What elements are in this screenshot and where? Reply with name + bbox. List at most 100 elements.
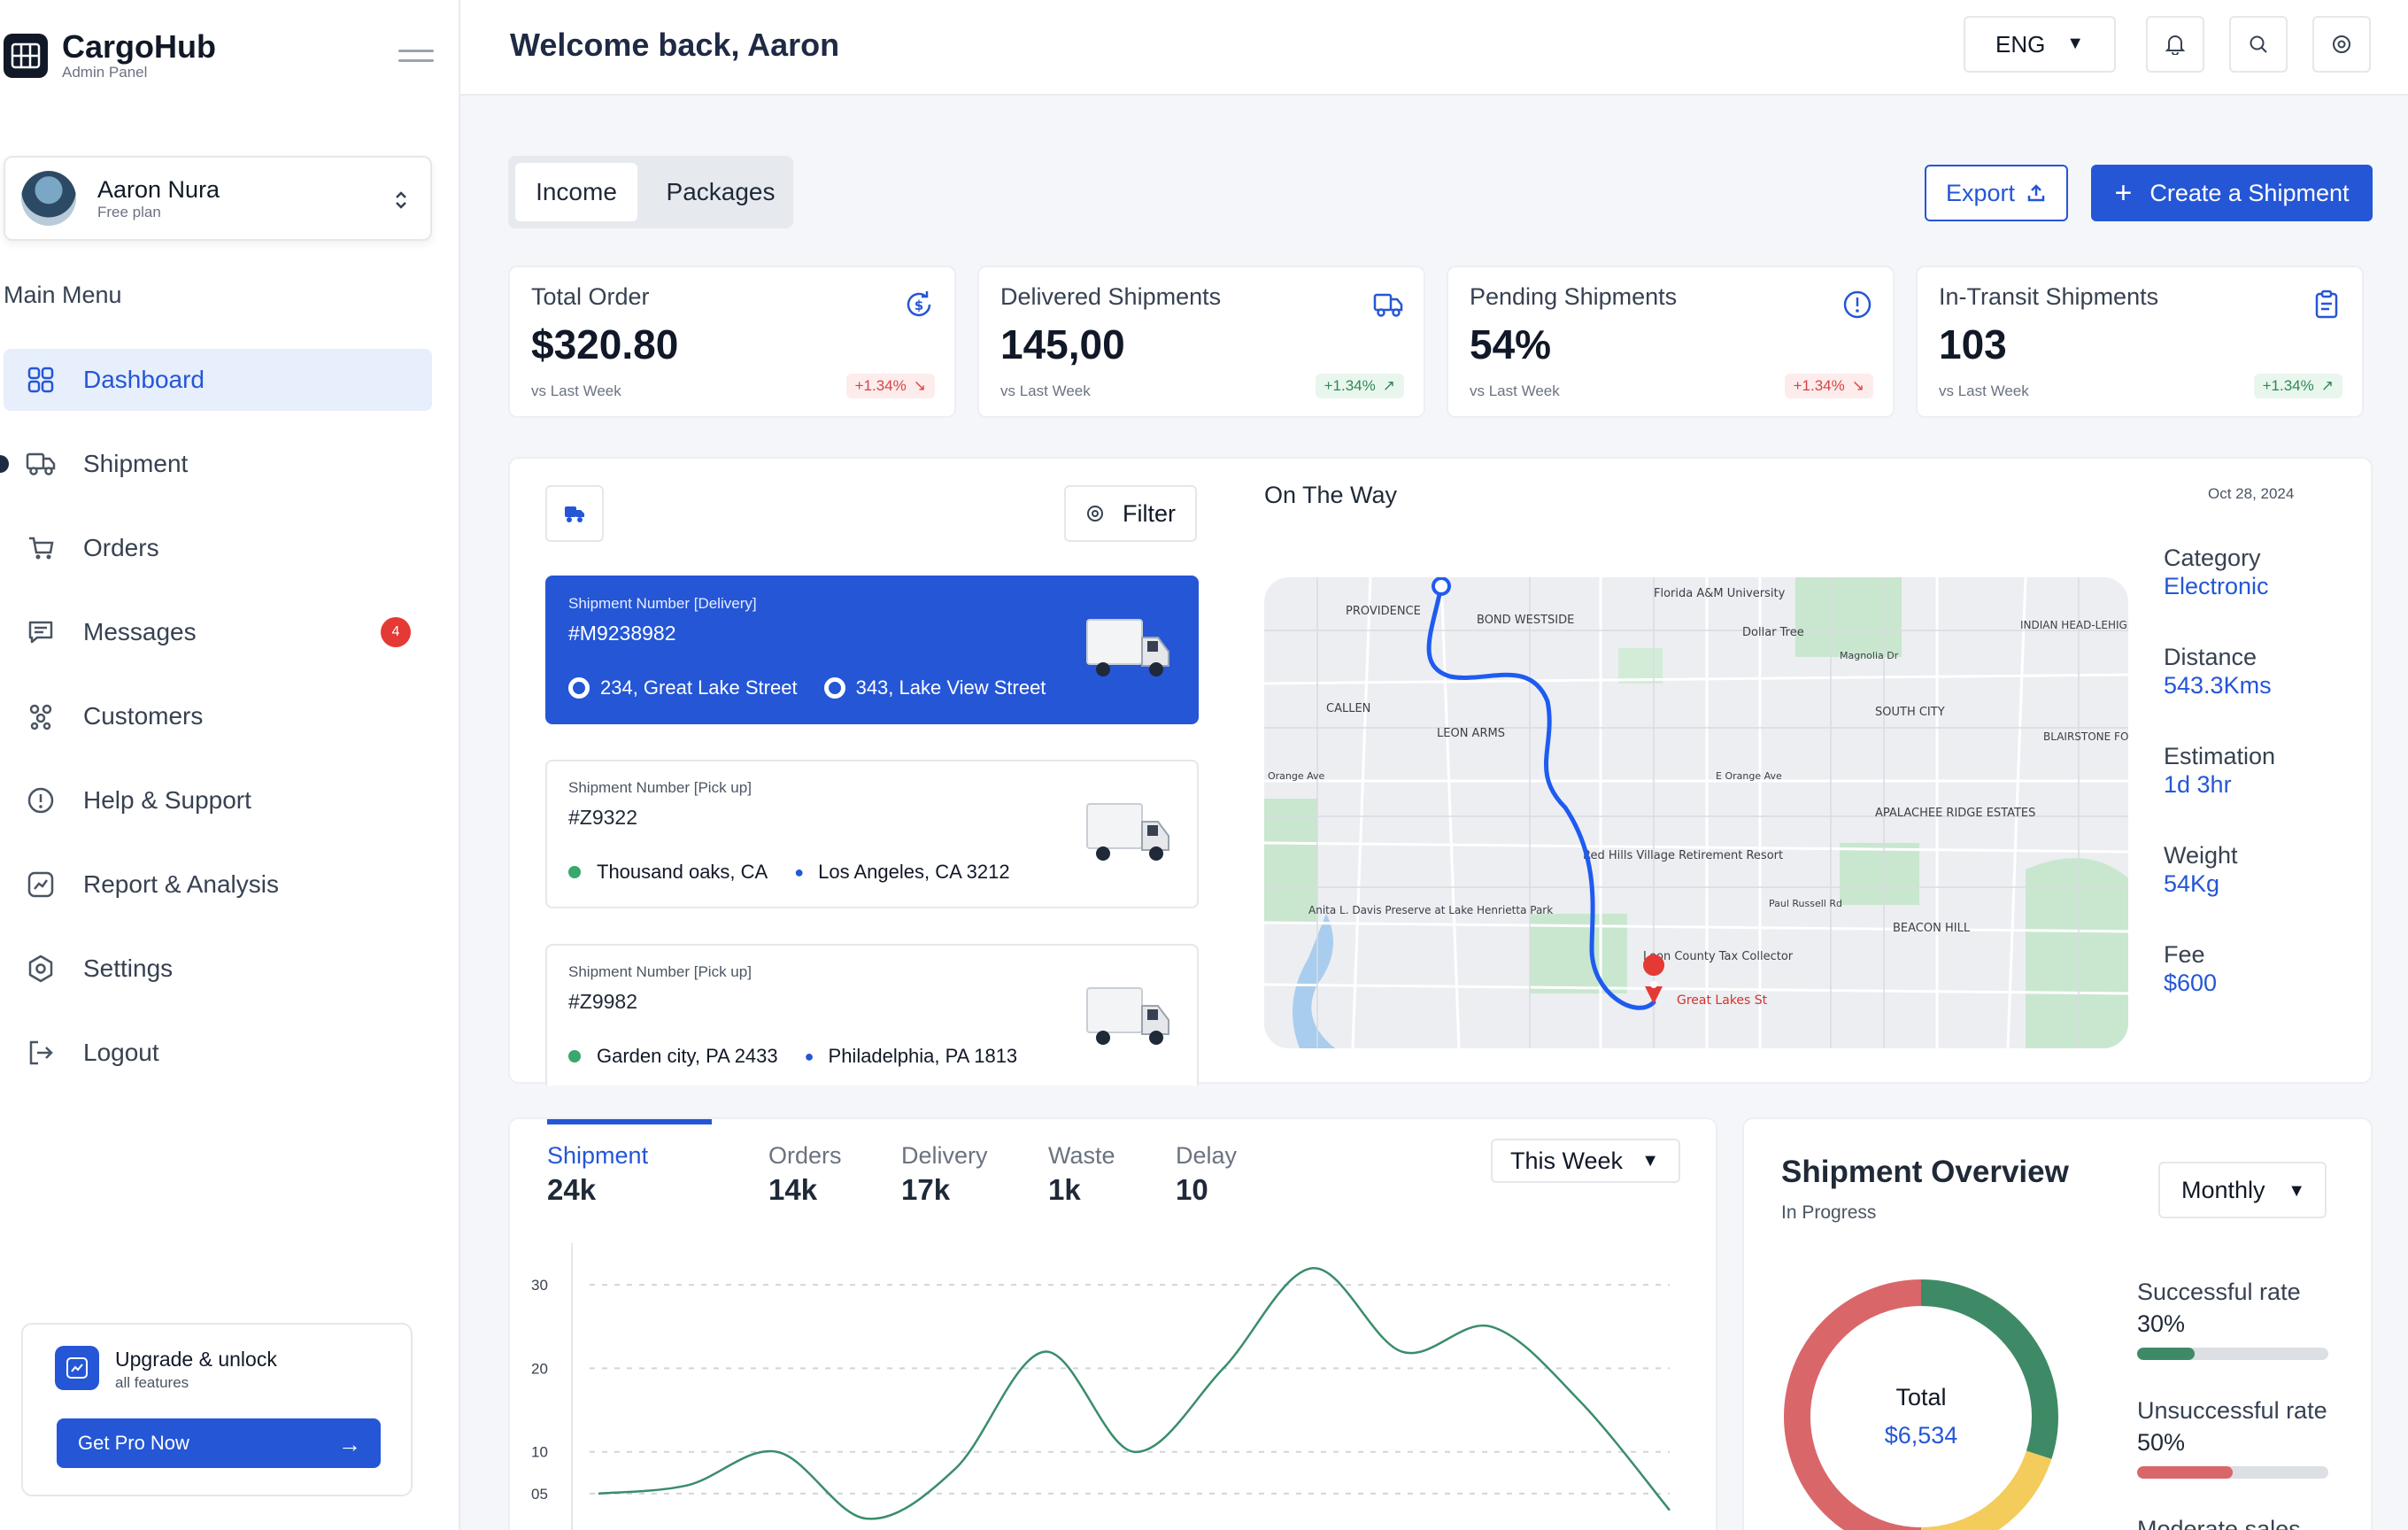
map-label: Great Lakes St xyxy=(1677,993,1768,1008)
stat-label: In-Transit Shipments xyxy=(1939,283,2159,310)
tab-delivery[interactable]: Delivery 17k xyxy=(901,1140,988,1209)
stat-label: Delivered Shipments xyxy=(1000,283,1222,310)
language-select[interactable]: ENG ▼ xyxy=(1964,16,2116,73)
rate-progress-fill xyxy=(2137,1466,2233,1479)
sidebar-item-label: Help & Support xyxy=(83,786,251,814)
tab-income[interactable]: Income xyxy=(515,163,637,221)
collapse-menu-icon[interactable] xyxy=(398,50,434,64)
shipment-overview-panel: Shipment Overview In Progress Monthly ▼ … xyxy=(1742,1117,2373,1530)
destination-marker-icon xyxy=(823,677,845,699)
route-map[interactable]: PROVIDENCE BOND WESTSIDE Florida A&M Uni… xyxy=(1264,577,2128,1048)
create-shipment-label: Create a Shipment xyxy=(2149,179,2350,206)
notifications-button[interactable] xyxy=(2146,16,2204,73)
arrow-right-icon: → xyxy=(338,1431,361,1457)
search-button[interactable] xyxy=(2229,16,2288,73)
location-pin-icon: ● xyxy=(794,862,805,881)
overview-range-select[interactable]: Monthly ▼ xyxy=(2158,1162,2327,1218)
sidebar-item-dashboard[interactable]: Dashboard xyxy=(4,349,432,411)
sidebar-item-label: Logout xyxy=(83,1039,159,1066)
sidebar-item-orders[interactable]: Orders xyxy=(4,517,432,579)
y-tick-label: 20 xyxy=(531,1360,548,1377)
delivery-truck-icon xyxy=(1373,293,1403,317)
truck-image-icon xyxy=(1086,619,1169,676)
route-map-graphic: PROVIDENCE BOND WESTSIDE Florida A&M Uni… xyxy=(1264,577,2128,1048)
sidebar-item-help-support[interactable]: Help & Support xyxy=(4,769,432,831)
user-switcher[interactable]: Aaron Nura Free plan xyxy=(4,156,432,241)
on-the-way-date: Oct 28, 2024 xyxy=(2208,485,2295,502)
arrow-down-right-icon: ↘ xyxy=(1851,377,1864,394)
rate-moderate: Moderate sales xyxy=(2137,1514,2367,1530)
export-button[interactable]: Export xyxy=(1925,165,2068,221)
export-label: Export xyxy=(1945,179,2016,206)
tab-orders[interactable]: Orders 14k xyxy=(768,1140,842,1209)
shipment-card[interactable]: Shipment Number [Pick up] #Z9982 Garden … xyxy=(545,944,1199,1086)
metric-label: Delivery xyxy=(901,1142,988,1169)
get-pro-button[interactable]: Get Pro Now → xyxy=(57,1418,381,1468)
donut-total-label: Total xyxy=(1895,1384,1947,1410)
filter-button[interactable]: Filter xyxy=(1064,485,1197,542)
stat-card-delivered: Delivered Shipments 145,00 vs Last Week … xyxy=(977,266,1425,418)
tab-delay[interactable]: Delay 10 xyxy=(1176,1140,1237,1209)
tab-packages[interactable]: Packages xyxy=(666,178,776,205)
sidebar-item-logout[interactable]: Logout xyxy=(4,1022,432,1084)
overview-range-value: Monthly xyxy=(2181,1176,2265,1203)
range-value: This Week xyxy=(1510,1147,1624,1174)
map-label: Leon County Tax Collector xyxy=(1643,950,1794,963)
delta-value: +1.34% xyxy=(1324,377,1376,394)
map-label: Magnolia Dr xyxy=(1840,650,1899,661)
upgrade-title: Upgrade & unlock xyxy=(115,1348,277,1371)
tab-shipment[interactable]: Shipment 24k xyxy=(547,1140,648,1209)
info-icon xyxy=(25,784,57,816)
stat-value: $320.80 xyxy=(531,321,679,367)
sidebar-item-report-analysis[interactable]: Report & Analysis xyxy=(4,854,432,916)
detail-weight: Weight 54Kg xyxy=(2164,841,2238,898)
sidebar-item-shipment[interactable]: Shipment xyxy=(0,433,432,495)
stat-delta-badge: +1.34% ↗ xyxy=(2253,374,2342,398)
stat-value: 103 xyxy=(1939,321,2007,367)
origin-dot-icon xyxy=(568,866,581,878)
sidebar-item-messages[interactable]: Messages 4 xyxy=(4,601,432,663)
map-label: BLAIRSTONE FOREST xyxy=(2043,730,2128,743)
origin-address: Thousand oaks, CA xyxy=(597,861,768,883)
stat-value: 145,00 xyxy=(1000,321,1125,367)
cart-icon xyxy=(25,532,57,564)
sidebar-item-label: Orders xyxy=(83,534,159,561)
map-label: E Orange Ave xyxy=(1716,770,1782,782)
destination-address: Philadelphia, PA 1813 xyxy=(828,1045,1018,1067)
settings-button[interactable] xyxy=(2312,16,2371,73)
rate-unsuccessful: Unsuccessful rate 50% xyxy=(2137,1395,2367,1479)
on-the-way-title: On The Way xyxy=(1264,482,1398,508)
brand[interactable]: CargoHub Admin Panel xyxy=(4,30,216,81)
menu-title: Main Menu xyxy=(4,282,122,308)
origin-marker-icon xyxy=(568,677,590,699)
tab-waste[interactable]: Waste 1k xyxy=(1048,1140,1115,1209)
y-tick-label: 30 xyxy=(531,1277,548,1294)
stat-comparison: vs Last Week xyxy=(1470,382,1560,399)
delta-value: +1.34% xyxy=(2262,377,2314,394)
rate-value: 30% xyxy=(2137,1310,2186,1337)
map-label: CALLEN xyxy=(1326,702,1370,715)
rate-successful: Successful rate 30% xyxy=(2137,1277,2367,1360)
shipment-type-button[interactable] xyxy=(545,485,604,542)
shipment-card-active[interactable]: Shipment Number [Delivery] #M9238982 234… xyxy=(545,576,1199,724)
range-select[interactable]: This Week ▼ xyxy=(1491,1139,1680,1183)
stat-comparison: vs Last Week xyxy=(1000,382,1091,399)
stat-label: Pending Shipments xyxy=(1470,283,1678,310)
cargohub-logo-icon xyxy=(4,34,48,78)
sidebar-item-customers[interactable]: Customers xyxy=(4,685,432,747)
map-label: Florida A&M University xyxy=(1654,587,1786,600)
create-shipment-button[interactable]: + Create a Shipment xyxy=(2091,165,2373,221)
view-switch: Income Packages xyxy=(508,156,793,228)
sidebar-item-label: Customers xyxy=(83,702,204,730)
shipment-card[interactable]: Shipment Number [Pick up] #Z9322 Thousan… xyxy=(545,760,1199,908)
sidebar-item-settings[interactable]: Settings xyxy=(4,938,432,1000)
arrow-up-right-icon: ↗ xyxy=(2320,377,2334,394)
metric-value: 1k xyxy=(1048,1173,1081,1206)
messages-count-badge: 4 xyxy=(381,617,411,647)
series-line xyxy=(598,1267,1671,1520)
caret-down-icon: ▼ xyxy=(1641,1151,1659,1171)
upload-icon xyxy=(2027,184,2045,202)
stat-value: 54% xyxy=(1470,321,1552,367)
rate-label: Successful rate xyxy=(2137,1279,2301,1305)
donut-total-value: $6,534 xyxy=(1884,1422,1958,1449)
